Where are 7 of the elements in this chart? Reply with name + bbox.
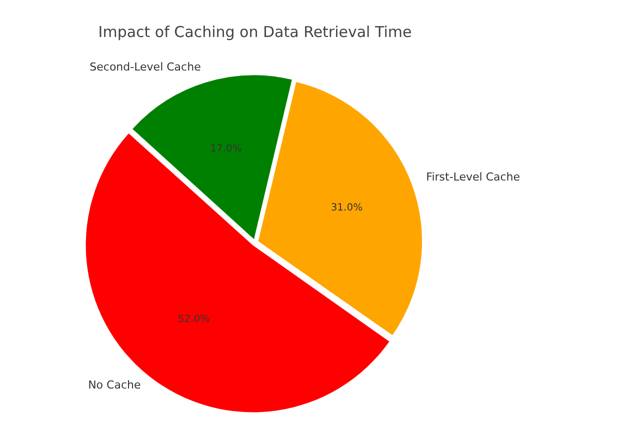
data-label: 52.0% bbox=[178, 314, 210, 325]
chart-title: Impact of Caching on Data Retrieval Time bbox=[98, 22, 412, 41]
slice-label: First-Level Cache bbox=[426, 170, 520, 184]
data-label: 17.0% bbox=[210, 143, 242, 154]
slice-label: No Cache bbox=[88, 378, 141, 392]
slice-label: Second-Level Cache bbox=[90, 60, 202, 74]
data-label: 31.0% bbox=[330, 202, 363, 214]
